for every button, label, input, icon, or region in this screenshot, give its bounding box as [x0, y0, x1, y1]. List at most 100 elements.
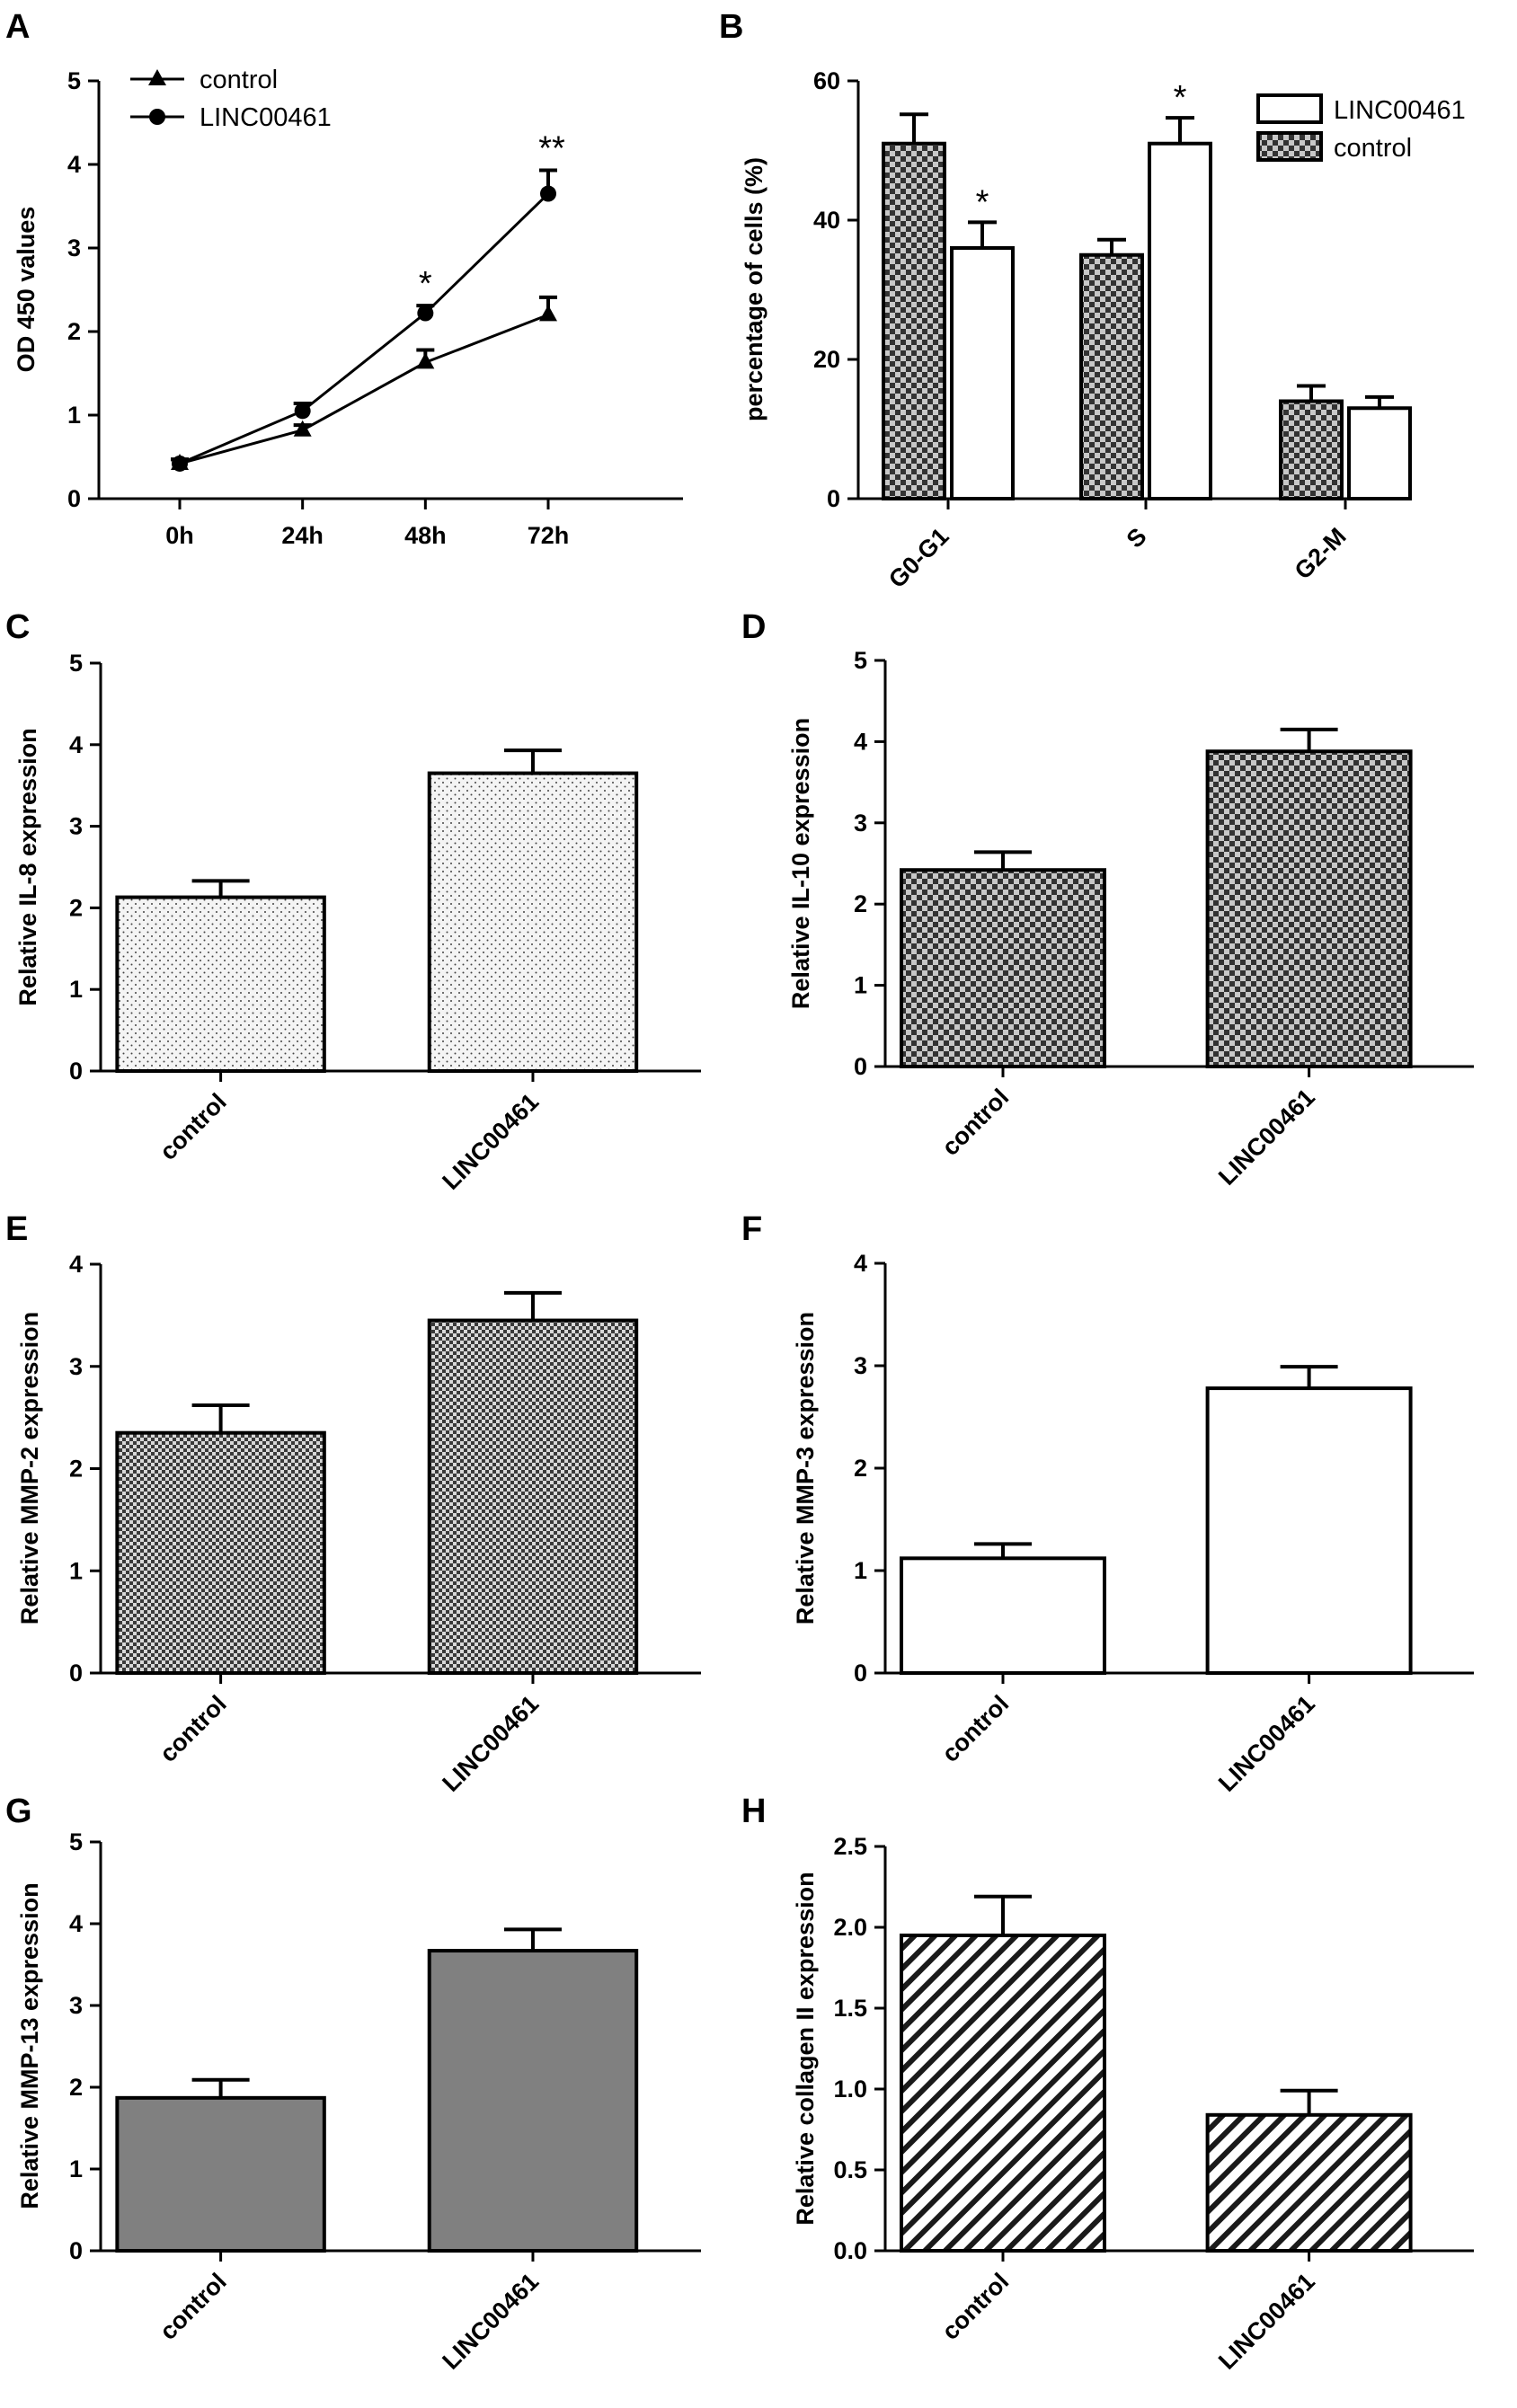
bar-control [1079, 252, 1144, 500]
x-tick-label-a: 24h [281, 522, 324, 549]
y-axis-label-h: Relative collagen II expression [792, 1872, 819, 2225]
bar-linc00461 [427, 1949, 639, 2253]
x-tick-label-b: S [1122, 523, 1152, 553]
bar-control [900, 1556, 1106, 1675]
bar-linc00461 [1205, 2112, 1413, 2253]
bar-control [1279, 399, 1344, 500]
y-axis-label-g: Relative MMP-13 expression [16, 1882, 43, 2209]
y-tick-label-g: 1 [69, 2156, 83, 2182]
y-tick-label-c: 4 [69, 731, 83, 758]
y-tick-label-e: 4 [69, 1251, 83, 1278]
panel-g-bar-chart: 0 1 2 3 4 5 Relative MMP-13 expression control L… [16, 1828, 701, 2375]
panel-d-bar-chart: 0 1 2 3 4 5 Relative IL-10 expression control LI… [787, 647, 1474, 1191]
y-tick-label-g: 0 [69, 2237, 83, 2264]
y-tick-label-h: 2.0 [833, 1914, 867, 1941]
x-tick-label-a: 48h [404, 522, 447, 549]
series-line-control [179, 314, 549, 465]
panel-letter-b: B [719, 8, 743, 46]
significance-marker-a: * [419, 265, 432, 303]
panel-b-bar-chart: 0 20 40 60 percentage of cells (%) G0-G1 S G2-M… [741, 67, 1466, 593]
y-axis-label-c: Relative IL-8 expression [14, 728, 41, 1005]
y-tick-label-c: 2 [69, 894, 83, 921]
x-tick-label-g: control [155, 2268, 232, 2345]
panel-h-bar-chart: 0.0 0.5 1.0 1.5 2.0 2.5 Relative collagen II e… [792, 1833, 1474, 2375]
bar-linc00461 [1148, 141, 1212, 500]
x-tick-label-a: 72h [528, 522, 570, 549]
panel-e-bar-chart: 0 1 2 3 4 Relative MMP-2 expression control LIN… [16, 1251, 701, 1797]
y-tick-label-g: 5 [69, 1828, 83, 1855]
significance-marker-b: * [1174, 79, 1187, 117]
x-tick-label-b: G0-G1 [883, 523, 954, 594]
x-tick-label-h: control [936, 2268, 1014, 2345]
y-tick-label-g: 4 [69, 1910, 83, 1937]
y-tick-label-h: 0.0 [833, 2237, 867, 2264]
y-tick-label-c: 5 [69, 650, 83, 677]
x-tick-label-c: control [155, 1088, 232, 1165]
point-linc00461 [540, 185, 556, 202]
bar-linc00461 [1205, 749, 1413, 1068]
point-control [539, 305, 557, 322]
y-tick-label-d: 0 [854, 1053, 867, 1080]
y-tick-label-c: 1 [69, 976, 83, 1003]
y-tick-label-f: 0 [854, 1660, 867, 1686]
y-tick-label-f: 3 [854, 1352, 867, 1379]
y-tick-label-g: 3 [69, 1992, 83, 2019]
x-tick-label-f: LINC00461 [1213, 1690, 1320, 1797]
panel-letter-c: C [5, 608, 30, 646]
y-tick-label-b: 20 [813, 346, 840, 373]
y-tick-label-b: 40 [813, 207, 840, 234]
legend-marker-control [148, 69, 166, 85]
legend-swatch-control [1256, 131, 1323, 162]
y-tick-label-d: 4 [854, 728, 867, 755]
y-tick-label-a: 5 [67, 67, 81, 94]
y-tick-label-h: 0.5 [833, 2156, 867, 2183]
y-tick-label-b: 0 [827, 485, 840, 512]
bar-linc00461 [950, 246, 1015, 500]
y-tick-label-e: 0 [69, 1660, 83, 1686]
y-tick-label-e: 1 [69, 1557, 83, 1584]
y-axis-label-b: percentage of cells (%) [741, 157, 767, 421]
y-tick-label-a: 4 [67, 151, 81, 178]
bar-control [900, 868, 1106, 1068]
legend-swatch-linc00461 [1256, 93, 1323, 124]
y-tick-label-c: 0 [69, 1058, 83, 1084]
panel-letter-a: A [5, 8, 30, 46]
x-tick-label-g: LINC00461 [437, 2268, 544, 2375]
point-linc00461 [294, 403, 311, 420]
y-tick-label-d: 1 [854, 972, 867, 999]
y-tick-label-g: 2 [69, 2074, 83, 2101]
y-tick-label-a: 1 [67, 402, 81, 429]
panel-letter-e: E [5, 1210, 28, 1248]
x-tick-label-d: control [936, 1084, 1014, 1161]
panel-letter-d: D [741, 608, 766, 646]
y-tick-label-e: 3 [69, 1353, 83, 1380]
y-tick-label-d: 3 [854, 810, 867, 837]
x-tick-label-a: 0h [165, 522, 194, 549]
significance-marker-b: * [976, 183, 989, 221]
bar-control [115, 2095, 326, 2253]
y-tick-label-d: 2 [854, 890, 867, 917]
bar-linc00461 [427, 1318, 639, 1675]
y-tick-label-a: 0 [67, 485, 81, 512]
panel-letter-h: H [741, 1793, 766, 1830]
x-tick-label-b: G2-M [1290, 523, 1352, 585]
y-tick-label-a: 3 [67, 235, 81, 261]
bar-control [115, 895, 326, 1074]
y-axis-label-a: OD 450 values [13, 207, 40, 373]
point-control [416, 352, 435, 369]
y-tick-label-f: 2 [854, 1455, 867, 1482]
y-tick-label-b: 60 [813, 67, 840, 94]
y-tick-label-h: 1.0 [833, 2076, 867, 2103]
y-tick-label-f: 4 [854, 1250, 867, 1277]
point-linc00461 [417, 305, 434, 322]
series-line-linc00461 [179, 192, 550, 465]
legend-marker-linc00461 [149, 109, 165, 125]
point-linc00461 [172, 455, 188, 472]
x-tick-label-h: LINC00461 [1213, 2268, 1320, 2375]
bar-linc00461 [427, 771, 639, 1074]
y-tick-label-a: 2 [67, 318, 81, 345]
y-tick-label-h: 1.5 [833, 1995, 867, 2022]
point-control [293, 420, 312, 437]
